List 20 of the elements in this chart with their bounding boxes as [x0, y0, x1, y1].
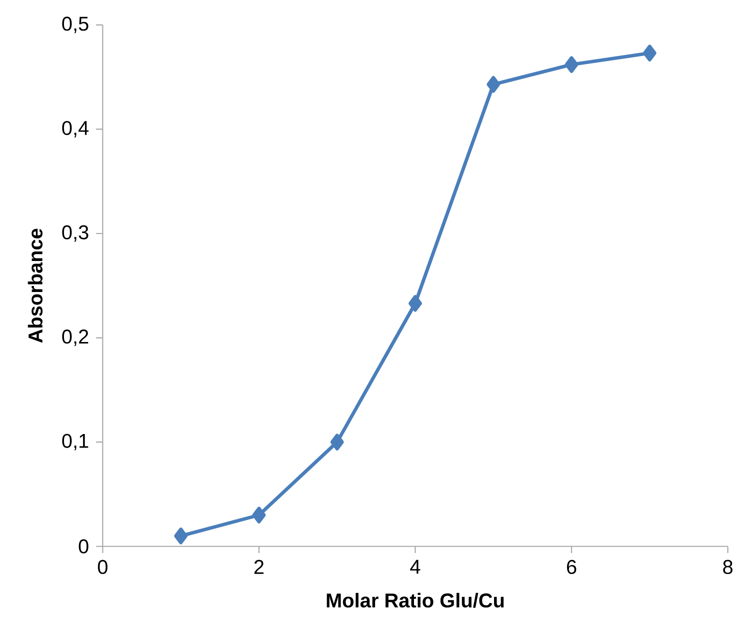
point	[642, 44, 656, 62]
y-tick-label: 0,1	[62, 434, 88, 450]
point	[330, 434, 344, 450]
x-tick-label: 4	[410, 560, 420, 574]
x-tick-label: 8	[723, 560, 732, 574]
y-tick-label: 0	[78, 539, 88, 554]
y-tick-label: 0,5	[62, 16, 88, 34]
point	[174, 528, 188, 544]
x-axis-title: Molar Ratio Glu/Cu	[326, 592, 504, 608]
y-tick-label: 0,3	[62, 225, 88, 242]
x-tick-label: 2	[254, 560, 264, 574]
y-axis-title: Absorbance	[28, 228, 43, 343]
y-tick-label: 0,4	[62, 120, 89, 138]
point	[252, 506, 266, 524]
y-tick-label: 0,2	[62, 330, 88, 346]
x-tick-label: 6	[567, 560, 576, 574]
x-tick-label: 0	[98, 560, 108, 574]
point	[564, 56, 578, 73]
point	[486, 76, 500, 93]
point	[408, 294, 422, 312]
